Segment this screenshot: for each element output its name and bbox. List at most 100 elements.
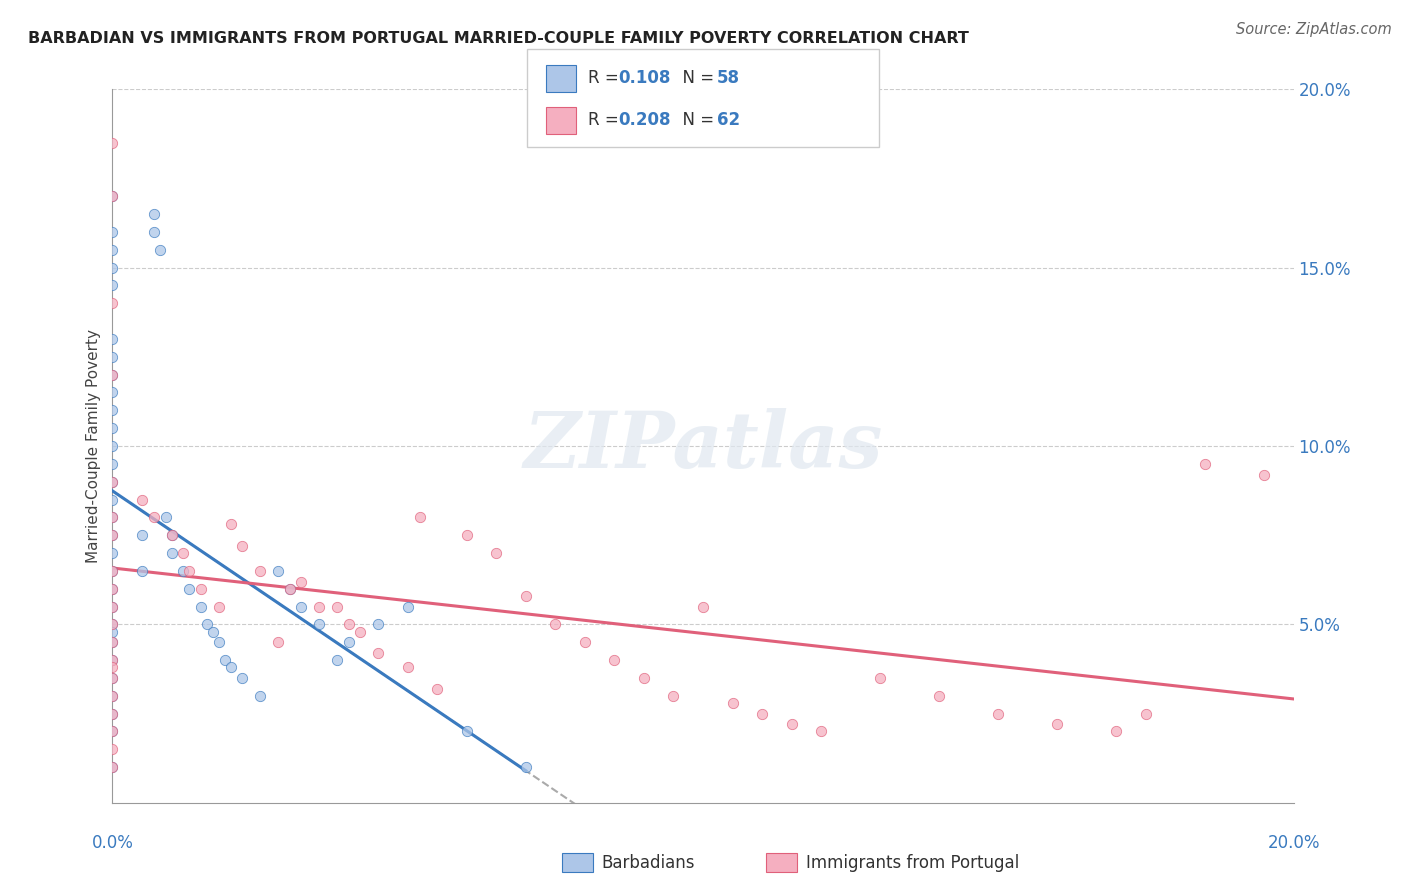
Point bbox=[456, 528, 478, 542]
Point bbox=[172, 564, 194, 578]
Point bbox=[101, 368, 124, 382]
Point bbox=[290, 599, 312, 614]
Point bbox=[101, 635, 124, 649]
Point bbox=[101, 689, 124, 703]
Point bbox=[249, 564, 271, 578]
Text: R =: R = bbox=[588, 112, 624, 129]
Point bbox=[101, 278, 124, 293]
Point bbox=[574, 635, 596, 649]
Point bbox=[101, 475, 124, 489]
Point bbox=[172, 546, 194, 560]
Point bbox=[267, 564, 290, 578]
Point bbox=[101, 760, 124, 774]
Point bbox=[101, 706, 124, 721]
Point bbox=[219, 517, 242, 532]
Point bbox=[101, 660, 124, 674]
Text: 62: 62 bbox=[717, 112, 740, 129]
Point bbox=[780, 717, 803, 731]
Point bbox=[231, 671, 253, 685]
Text: 0.0%: 0.0% bbox=[91, 834, 134, 852]
Point bbox=[101, 350, 124, 364]
Point bbox=[142, 207, 165, 221]
Point bbox=[337, 617, 360, 632]
Point bbox=[101, 385, 124, 400]
Point bbox=[142, 225, 165, 239]
Point bbox=[160, 546, 183, 560]
Point bbox=[190, 582, 212, 596]
Point bbox=[337, 635, 360, 649]
Point bbox=[101, 617, 124, 632]
Point bbox=[1194, 457, 1216, 471]
Point bbox=[101, 653, 124, 667]
Point bbox=[485, 546, 508, 560]
Point bbox=[426, 681, 449, 696]
Text: N =: N = bbox=[672, 70, 720, 87]
Point bbox=[869, 671, 891, 685]
Point bbox=[101, 599, 124, 614]
Point bbox=[101, 528, 124, 542]
Text: 0.208: 0.208 bbox=[619, 112, 671, 129]
Point bbox=[928, 689, 950, 703]
Point bbox=[751, 706, 773, 721]
Point bbox=[101, 564, 124, 578]
Point bbox=[515, 760, 537, 774]
Point bbox=[101, 724, 124, 739]
Point bbox=[101, 332, 124, 346]
Point bbox=[208, 635, 231, 649]
Point bbox=[367, 646, 389, 660]
Point bbox=[101, 653, 124, 667]
Point bbox=[195, 617, 218, 632]
Point bbox=[515, 589, 537, 603]
Point bbox=[101, 475, 124, 489]
Point bbox=[208, 599, 231, 614]
Point bbox=[214, 653, 236, 667]
Point bbox=[810, 724, 832, 739]
Point bbox=[101, 403, 124, 417]
Point bbox=[101, 136, 124, 150]
Point bbox=[101, 671, 124, 685]
Point bbox=[101, 260, 124, 275]
Point bbox=[160, 528, 183, 542]
Point bbox=[662, 689, 685, 703]
Point bbox=[190, 599, 212, 614]
Point bbox=[101, 706, 124, 721]
Point bbox=[101, 689, 124, 703]
Point bbox=[131, 492, 153, 507]
Text: N =: N = bbox=[672, 112, 720, 129]
Point bbox=[101, 296, 124, 310]
Point bbox=[231, 539, 253, 553]
Text: 20.0%: 20.0% bbox=[1267, 834, 1320, 852]
Point bbox=[155, 510, 177, 524]
Point bbox=[326, 653, 349, 667]
Point bbox=[267, 635, 290, 649]
Point bbox=[278, 582, 301, 596]
Point bbox=[326, 599, 349, 614]
Point bbox=[101, 439, 124, 453]
Point bbox=[101, 528, 124, 542]
Point bbox=[101, 742, 124, 756]
Point bbox=[101, 189, 124, 203]
Point bbox=[278, 582, 301, 596]
Text: 58: 58 bbox=[717, 70, 740, 87]
Y-axis label: Married-Couple Family Poverty: Married-Couple Family Poverty bbox=[86, 329, 101, 563]
Point bbox=[633, 671, 655, 685]
Point bbox=[692, 599, 714, 614]
Point bbox=[179, 564, 201, 578]
Point bbox=[456, 724, 478, 739]
Point bbox=[290, 574, 312, 589]
Point bbox=[101, 546, 124, 560]
Point bbox=[101, 492, 124, 507]
Text: R =: R = bbox=[588, 70, 624, 87]
Point bbox=[1253, 467, 1275, 482]
Point bbox=[131, 564, 153, 578]
Text: Barbadians: Barbadians bbox=[602, 854, 696, 871]
Point bbox=[308, 599, 330, 614]
Point bbox=[367, 617, 389, 632]
Point bbox=[349, 624, 371, 639]
Point bbox=[101, 243, 124, 257]
Point bbox=[101, 760, 124, 774]
Point bbox=[131, 528, 153, 542]
Point bbox=[101, 724, 124, 739]
Point bbox=[101, 421, 124, 435]
Point bbox=[101, 189, 124, 203]
